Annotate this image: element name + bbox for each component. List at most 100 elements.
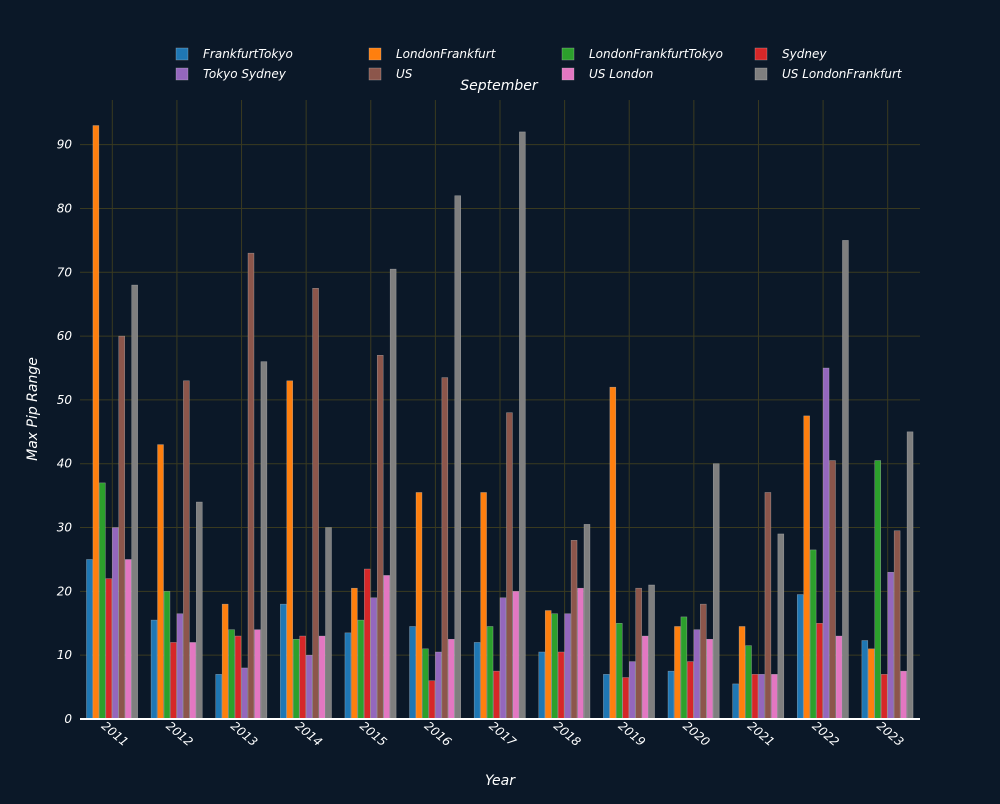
bar[interactable] <box>751 674 759 720</box>
bar[interactable] <box>577 587 584 720</box>
legend-label[interactable]: FrankfurtTokyo <box>203 47 293 61</box>
legend-label[interactable]: US LondonFrankfurt <box>782 67 903 81</box>
bar[interactable] <box>435 651 442 720</box>
legend-swatch[interactable] <box>368 67 382 81</box>
bar[interactable] <box>448 638 455 720</box>
bar[interactable] <box>641 635 649 720</box>
bar[interactable] <box>764 492 772 720</box>
bar[interactable] <box>215 674 222 720</box>
bar[interactable] <box>241 667 248 720</box>
bar[interactable] <box>389 268 397 720</box>
bar[interactable] <box>112 527 119 720</box>
bar[interactable] <box>667 670 675 720</box>
bar[interactable] <box>357 619 365 720</box>
bar[interactable] <box>428 680 436 720</box>
bar[interactable] <box>803 415 810 720</box>
bar[interactable] <box>228 629 235 720</box>
bar[interactable] <box>758 674 765 720</box>
bar[interactable] <box>221 603 229 720</box>
legend-swatch[interactable] <box>175 47 189 61</box>
bar[interactable] <box>512 591 520 720</box>
bar[interactable] <box>170 642 177 720</box>
legend-swatch[interactable] <box>561 67 575 81</box>
bar[interactable] <box>480 492 487 720</box>
bar[interactable] <box>700 603 707 720</box>
bar[interactable] <box>616 623 623 720</box>
bar[interactable] <box>260 361 268 720</box>
bar[interactable] <box>822 367 830 720</box>
bar[interactable] <box>609 386 617 720</box>
bar[interactable] <box>842 240 849 720</box>
bar[interactable] <box>292 638 300 720</box>
bar[interactable] <box>738 626 746 720</box>
bar[interactable] <box>150 619 158 720</box>
bar[interactable] <box>687 661 694 720</box>
bar[interactable] <box>868 648 875 720</box>
legend-swatch[interactable] <box>754 67 768 81</box>
bar[interactable] <box>486 626 494 720</box>
bar[interactable] <box>809 549 817 720</box>
bar[interactable] <box>693 629 701 720</box>
bar[interactable] <box>454 195 461 720</box>
bar[interactable] <box>648 584 655 720</box>
bar[interactable] <box>415 492 423 720</box>
bar[interactable] <box>92 125 100 720</box>
legend-swatch[interactable] <box>175 67 189 81</box>
bar[interactable] <box>286 380 293 720</box>
bar[interactable] <box>635 587 642 720</box>
bar[interactable] <box>493 670 500 720</box>
bar[interactable] <box>318 635 326 720</box>
bar[interactable] <box>628 661 636 720</box>
bar[interactable] <box>551 613 558 720</box>
bar[interactable] <box>499 597 507 720</box>
legend-swatch[interactable] <box>368 47 382 61</box>
bar[interactable] <box>861 640 869 720</box>
bar[interactable] <box>816 623 823 720</box>
bar[interactable] <box>796 594 804 720</box>
bar[interactable] <box>364 568 371 720</box>
bar[interactable] <box>99 482 106 720</box>
bar[interactable] <box>118 335 125 720</box>
bar[interactable] <box>777 533 785 720</box>
bar[interactable] <box>370 597 377 720</box>
bar[interactable] <box>176 613 184 720</box>
bar[interactable] <box>506 412 513 720</box>
bar[interactable] <box>234 635 242 720</box>
bar[interactable] <box>299 635 306 720</box>
bar[interactable] <box>409 626 416 720</box>
bar[interactable] <box>157 444 164 720</box>
bar[interactable] <box>829 460 836 720</box>
bar[interactable] <box>900 670 907 720</box>
bar[interactable] <box>441 377 449 720</box>
bar[interactable] <box>771 674 778 720</box>
bar[interactable] <box>674 626 681 720</box>
bar[interactable] <box>183 380 190 720</box>
bar[interactable] <box>305 654 313 720</box>
legend-swatch[interactable] <box>754 47 768 61</box>
bar[interactable] <box>196 501 203 720</box>
bar[interactable] <box>583 524 591 720</box>
bar[interactable] <box>422 648 429 720</box>
bar[interactable] <box>680 616 688 720</box>
bar[interactable] <box>344 632 352 720</box>
bar[interactable] <box>163 591 171 720</box>
bar[interactable] <box>189 642 197 720</box>
bar[interactable] <box>383 575 390 720</box>
bar[interactable] <box>254 629 261 720</box>
bar[interactable] <box>893 530 901 720</box>
bar[interactable] <box>312 288 319 720</box>
bar[interactable] <box>325 527 332 720</box>
bar[interactable] <box>564 613 571 720</box>
legend[interactable]: FrankfurtTokyo LondonFrankfurt LondonFrank… <box>175 47 903 81</box>
bar[interactable] <box>351 587 358 720</box>
bar[interactable] <box>622 677 629 720</box>
bar[interactable] <box>603 674 610 720</box>
bar[interactable] <box>880 674 888 720</box>
bar[interactable] <box>376 355 384 720</box>
bar[interactable] <box>544 610 552 720</box>
bar[interactable] <box>124 559 132 720</box>
bar[interactable] <box>706 638 713 720</box>
bar[interactable] <box>280 603 287 720</box>
legend-label[interactable]: LondonFrankfurtTokyo <box>589 47 723 61</box>
bar[interactable] <box>557 651 565 720</box>
